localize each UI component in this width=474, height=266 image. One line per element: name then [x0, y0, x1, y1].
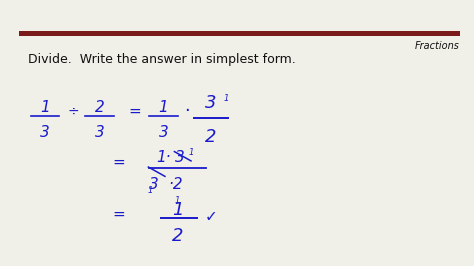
- Text: 1: 1: [159, 100, 168, 115]
- Text: =: =: [112, 155, 125, 170]
- Text: 1: 1: [224, 94, 229, 103]
- Text: =: =: [129, 104, 141, 119]
- Text: 1: 1: [172, 201, 183, 219]
- Text: ·: ·: [184, 102, 190, 120]
- Text: 1: 1: [175, 196, 181, 205]
- Text: 2: 2: [95, 100, 104, 115]
- Text: =: =: [112, 207, 125, 222]
- Text: 3: 3: [40, 125, 50, 140]
- Text: 1: 1: [40, 100, 50, 115]
- Text: ·2: ·2: [168, 177, 183, 192]
- Text: ÷: ÷: [68, 105, 79, 119]
- Text: 3: 3: [95, 125, 104, 140]
- Bar: [19, 31, 460, 36]
- Text: 2: 2: [172, 227, 183, 246]
- Text: 1: 1: [148, 186, 154, 195]
- Text: 1: 1: [188, 148, 194, 157]
- Text: 3: 3: [159, 125, 168, 140]
- Text: 3: 3: [175, 150, 185, 165]
- Text: 1·: 1·: [156, 150, 171, 165]
- Text: Fractions: Fractions: [415, 41, 460, 51]
- Text: ✓: ✓: [205, 209, 217, 224]
- Text: 2: 2: [205, 128, 217, 146]
- Text: 3: 3: [205, 94, 217, 113]
- Text: Divide.  Write the answer in simplest form.: Divide. Write the answer in simplest for…: [28, 53, 296, 66]
- Text: 3: 3: [149, 177, 159, 192]
